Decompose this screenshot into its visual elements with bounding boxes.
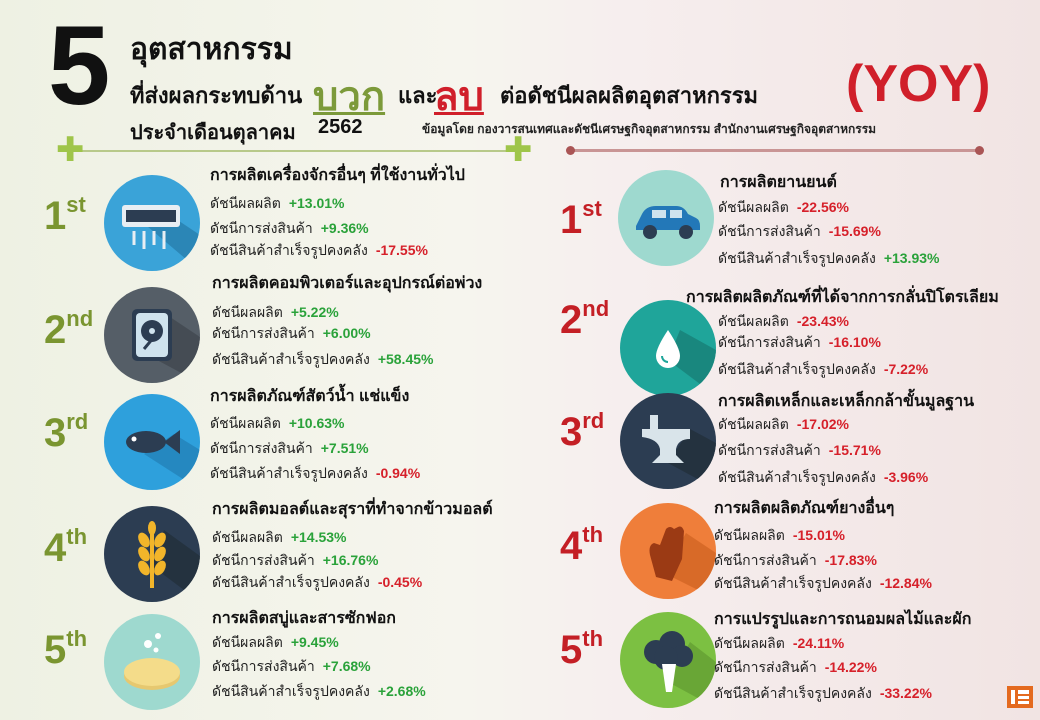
yoy-label: (YOY) [846,55,991,113]
rank-label: 4th [44,524,88,570]
inventory-index-row: ดัชนีสินค้าสำเร็จรูปคงคลัง -0.45% [212,574,423,590]
item-title: การผลิตคอมพิวเตอร์และอุปกรณ์ต่อพ่วง [212,275,483,292]
header-line2-suffix: ต่อดัชนีผลผลิตอุตสาหกรรม [500,83,759,108]
production-index-row: ดัชนีผลผลิต +14.53% [212,529,347,545]
shipment-index-row: ดัชนีการส่งสินค้า -14.22% [714,659,877,675]
rank-label: 5th [560,626,604,672]
inventory-index-row: ดัชนีสินค้าสำเร็จรูปคงคลัง +13.93% [718,250,940,266]
inventory-index-row: ดัชนีสินค้าสำเร็จรูปคงคลัง +58.45% [212,351,434,367]
shipment-index-row: ดัชนีการส่งสินค้า +6.00% [212,325,371,341]
header-month: ประจำเดือนตุลาคม [130,122,296,144]
item-title: การผลิตสบู่และสารซักฟอก [212,610,396,627]
item-title: การผลิตเหล็กและเหล็กกล้าขั้นมูลฐาน [718,393,975,410]
green-divider [70,150,520,152]
production-index-row: ดัชนีผลผลิต -24.11% [714,635,845,651]
shipment-index-row: ดัชนีการส่งสินค้า +7.68% [212,658,371,674]
car-icon [618,170,714,266]
inventory-index-row: ดัชนีสินค้าสำเร็จรูปคงคลัง -12.84% [714,575,932,591]
broccoli-icon [620,612,716,708]
inventory-index-row: ดัชนีสินค้าสำเร็จรูปคงคลัง -7.22% [718,361,929,377]
production-index-row: ดัชนีผลผลิต -15.01% [714,527,845,543]
rubber-glove-icon [620,503,716,599]
shipment-index-row: ดัชนีการส่งสินค้า +9.36% [210,220,369,236]
plus-icon-right: ✚ [504,131,533,169]
production-index-row: ดัชนีผลผลิต +10.63% [210,415,345,431]
hard-disk-icon [104,287,200,383]
rank-label: 1st [560,196,602,242]
item-title: การผลิตยานยนต์ [720,174,837,191]
rank-label: 3rd [44,409,89,455]
header-line2-prefix: ที่ส่งผลกระทบด้าน [130,83,303,108]
inventory-index-row: ดัชนีสินค้าสำเร็จรูปคงคลัง -17.55% [210,242,428,258]
plus-icon-left: ✚ [56,131,85,169]
inventory-index-row: ดัชนีสินค้าสำเร็จรูปคงคลัง -0.94% [210,465,421,481]
shipment-index-row: ดัชนีการส่งสินค้า -16.10% [718,334,881,350]
shipment-index-row: ดัชนีการส่งสินค้า -15.71% [718,442,881,458]
item-title: การแปรรูปและการถนอมผลไม้และผัก [714,611,972,628]
header-positive-word: บวก [313,75,386,119]
production-index-row: ดัชนีผลผลิต -23.43% [718,313,849,329]
item-title: การผลิตมอลต์และสุราที่ทำจากข้าวมอลต์ [212,501,493,518]
header-line1: อุตสาหกรรม [130,33,293,66]
oil-drop-icon [620,300,716,396]
shipment-index-row: ดัชนีการส่งสินค้า -15.69% [718,223,881,239]
rank-label: 5th [44,626,88,672]
fish-icon [104,394,200,490]
inventory-index-row: ดัชนีสินค้าสำเร็จรูปคงคลัง -33.22% [714,685,932,701]
rank-label: 3rd [560,408,605,454]
production-index-row: ดัชนีผลผลิต +9.45% [212,634,339,650]
wheat-icon [104,506,200,602]
rank-label: 2nd [560,296,610,342]
rank-label: 4th [560,522,604,568]
header-year: 2562 [318,116,363,138]
header-negative-word: ลบ [434,75,484,119]
anvil-icon [620,393,716,489]
source-credit: ข้อมูลโดย กองวารสนเทศและดัชนีเศรษฐกิจอุต… [422,122,877,136]
item-title: การผลิตผลิตภัณฑ์ที่ได้จากการกลั่นปิโตรเล… [686,289,999,306]
divider-dot-left [566,146,575,155]
organization-logo [1006,684,1036,714]
shipment-index-row: ดัชนีการส่งสินค้า +7.51% [210,440,369,456]
header-and-word: และ [398,83,438,108]
item-title: การผลิตภัณฑ์สัตว์น้ำ แช่แข็ง [210,388,410,405]
item-title: การผลิตผลิตภัณฑ์ยางอื่นๆ [714,500,895,517]
big-number-five: 5 [48,3,110,128]
production-index-row: ดัชนีผลผลิต +5.22% [212,304,339,320]
item-title: การผลิตเครื่องจักรอื่นๆ ที่ใช้งานทั่วไป [210,167,465,184]
rank-label: 2nd [44,306,94,352]
shipment-index-row: ดัชนีการส่งสินค้า +16.76% [212,552,379,568]
soap-icon [104,614,200,710]
production-index-row: ดัชนีผลผลิต -17.02% [718,416,849,432]
rank-label: 1st [44,192,86,238]
inventory-index-row: ดัชนีสินค้าสำเร็จรูปคงคลัง +2.68% [212,683,426,699]
production-index-row: ดัชนีผลผลิต +13.01% [210,195,345,211]
divider-dot-right [975,146,984,155]
inventory-index-row: ดัชนีสินค้าสำเร็จรูปคงคลัง -3.96% [718,469,929,485]
red-divider [572,149,980,152]
production-index-row: ดัชนีผลผลิต -22.56% [718,199,849,215]
shipment-index-row: ดัชนีการส่งสินค้า -17.83% [714,552,877,568]
air-conditioner-icon [104,175,200,271]
